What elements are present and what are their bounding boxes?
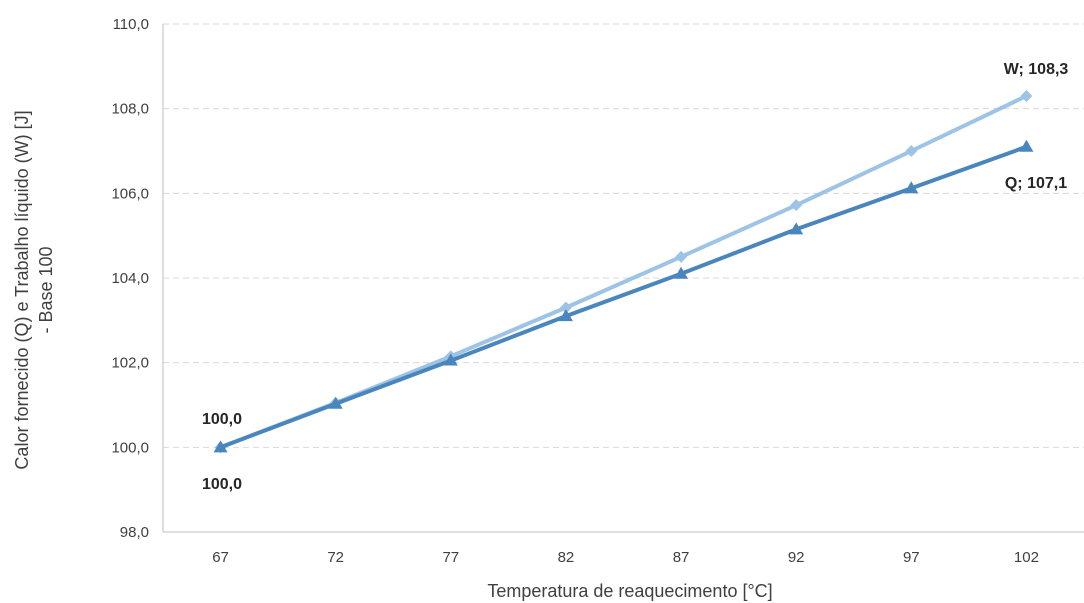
x-tick-label: 72 — [327, 549, 344, 566]
axes — [162, 24, 1084, 533]
y-tick-label: 100,0 — [111, 439, 149, 456]
y-tick-label: 98,0 — [120, 524, 149, 541]
y-axis-title: Calor fornecido (Q) e Trabalho líquido (… — [12, 110, 56, 469]
y-axis-title-line-1: Calor fornecido (Q) e Trabalho líquido (… — [12, 110, 32, 469]
point-w — [559, 301, 572, 314]
point-q — [328, 396, 343, 409]
series-line-w — [218, 94, 1029, 450]
data-label-q-end: Q; 107,1 — [1005, 175, 1067, 192]
x-tick-label: 77 — [442, 549, 459, 566]
x-axis-title: Temperatura de reaquecimento [°C] — [487, 581, 772, 601]
x-tick-label: 67 — [212, 549, 229, 566]
y-tick-labels: 98,0 100,0 102,0 104,0 106,0 108,0 110,0 — [111, 16, 149, 541]
point-q — [904, 181, 919, 194]
point-w — [905, 145, 918, 157]
y-tick-label: 108,0 — [111, 101, 149, 118]
y-tick-label: 102,0 — [111, 355, 149, 372]
x-tick-label: 87 — [673, 549, 690, 566]
series-layer — [213, 89, 1034, 454]
y-axis-title-line-2: - Base 100 — [36, 246, 56, 333]
point-q — [674, 266, 689, 279]
y-tick-label: 104,0 — [111, 270, 149, 287]
x-tick-label: 97 — [903, 549, 920, 566]
x-tick-label: 92 — [788, 549, 805, 566]
series-line-q — [218, 144, 1029, 450]
point-w — [1020, 89, 1033, 102]
y-tick-label: 110,0 — [113, 16, 149, 33]
gridlines — [163, 23, 1084, 448]
point-q — [789, 222, 804, 235]
point-q — [213, 440, 228, 453]
x-tick-labels: 67 72 77 82 87 92 97 102 — [212, 549, 1039, 566]
x-tick-label: 82 — [558, 549, 575, 566]
data-label-w-end: W; 108,3 — [1004, 61, 1069, 78]
point-q — [558, 309, 573, 322]
y-tick-label: 106,0 — [111, 185, 149, 202]
point-q — [1019, 139, 1034, 152]
data-label-q-start: 100,0 — [202, 476, 242, 493]
point-w — [675, 250, 688, 263]
data-label-w-start: 100,0 — [202, 411, 242, 428]
x-tick-label: 102 — [1014, 549, 1039, 566]
point-w — [790, 199, 803, 212]
point-q — [443, 353, 458, 366]
